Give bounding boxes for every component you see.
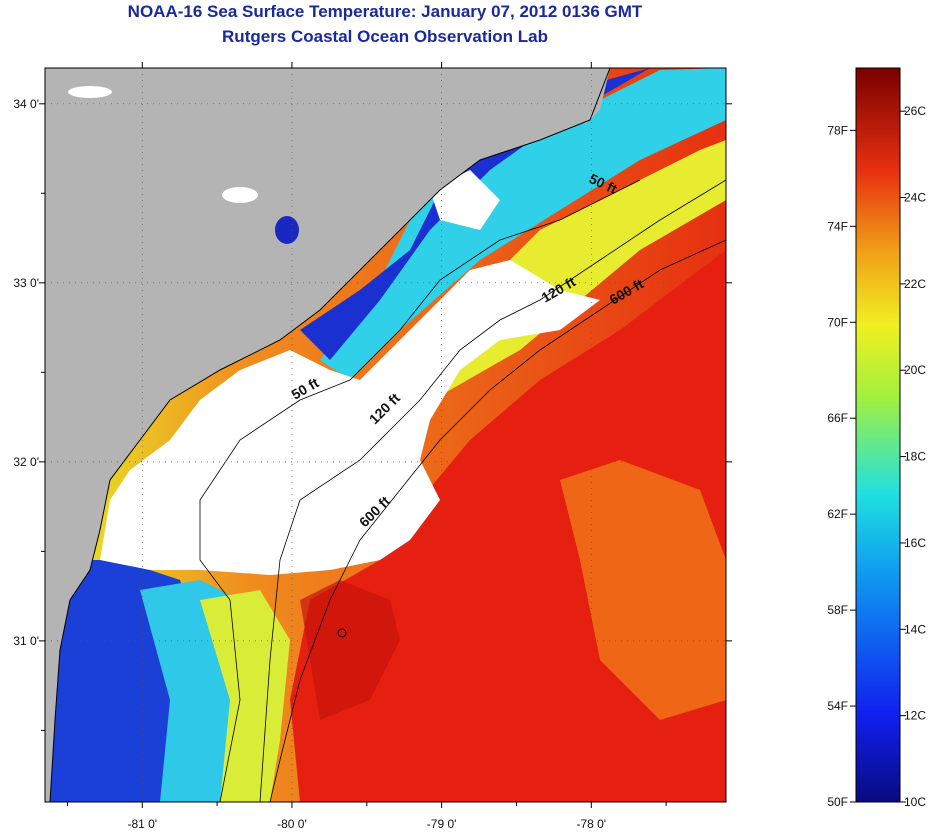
colorbar-celsius-label: 10C bbox=[904, 795, 926, 809]
cloud-cover-north bbox=[430, 170, 500, 230]
colorbar-celsius-label: 18C bbox=[904, 450, 926, 464]
map-frame bbox=[44, 67, 727, 803]
lat-tick-label: 34 0' bbox=[13, 97, 39, 111]
lat-tick-label: 33 0' bbox=[13, 276, 39, 290]
mid-coastal-water-south bbox=[200, 590, 290, 802]
cool-water-band bbox=[320, 68, 726, 380]
land-mass bbox=[45, 68, 610, 802]
depth-contour-50ft bbox=[199, 179, 641, 802]
colorbar-celsius-label: 12C bbox=[904, 709, 926, 723]
map-area: 50 ft 120 ft 600 ft 50 ft 120 ft 600 ft bbox=[45, 68, 726, 802]
dark-red-core bbox=[300, 580, 400, 720]
colorbar-fahrenheit-label: 66F bbox=[827, 411, 848, 425]
map-title: NOAA-16 Sea Surface Temperature: January… bbox=[127, 2, 643, 21]
map-axis-ticks: -81 0' -80 0' -79 0' -78 0' 34 0' 33 0' 32 0' 3… bbox=[13, 62, 732, 831]
colorbar-celsius-label: 16C bbox=[904, 536, 926, 550]
map-subtitle: Rutgers Coastal Ocean Observation Lab bbox=[222, 27, 548, 46]
depth-contour-120ft bbox=[259, 179, 726, 802]
warm-orange-patch bbox=[560, 460, 726, 720]
lon-tick-label: -78 0' bbox=[576, 817, 606, 831]
lon-tick-label: -80 0' bbox=[277, 817, 307, 831]
cold-coastal-water-north bbox=[300, 68, 650, 360]
coastline bbox=[49, 68, 611, 802]
colorbar-fahrenheit-label: 78F bbox=[827, 123, 848, 137]
inland-cloud-2 bbox=[68, 86, 112, 98]
colorbar-fahrenheit-label: 54F bbox=[827, 699, 848, 713]
lat-tick-label: 32 0' bbox=[13, 455, 39, 469]
lon-tick-label: -81 0' bbox=[127, 817, 157, 831]
lon-tick-label: -79 0' bbox=[427, 817, 457, 831]
colorbar-fahrenheit-label: 70F bbox=[827, 315, 848, 329]
colorbar-fahrenheit-label: 62F bbox=[827, 507, 848, 521]
colorbar-fahrenheit-label: 50F bbox=[827, 795, 848, 809]
colorbar-celsius-label: 14C bbox=[904, 622, 926, 636]
colorbar-celsius-label: 26C bbox=[904, 104, 926, 118]
colorbar-celsius-label: 20C bbox=[904, 363, 926, 377]
lat-tick-label: 31 0' bbox=[13, 634, 39, 648]
colorbar-celsius-label: 22C bbox=[904, 277, 926, 291]
colorbar-labels: 78F 74F 70F 66F 62F 58F 54F 50F 26C 24C 22C 20C 18C 1… bbox=[827, 104, 926, 809]
buoy-marker bbox=[337, 628, 347, 638]
colorbar-celsius-label: 24C bbox=[904, 191, 926, 205]
graticule bbox=[45, 68, 726, 802]
inland-cloud-1 bbox=[222, 187, 258, 203]
inland-lake-1 bbox=[275, 216, 299, 244]
depth-contour-600ft bbox=[269, 239, 726, 802]
colorbar-fahrenheit-label: 74F bbox=[827, 219, 848, 233]
temperature-colorbar bbox=[855, 67, 901, 803]
colorbar-fahrenheit-label: 58F bbox=[827, 603, 848, 617]
